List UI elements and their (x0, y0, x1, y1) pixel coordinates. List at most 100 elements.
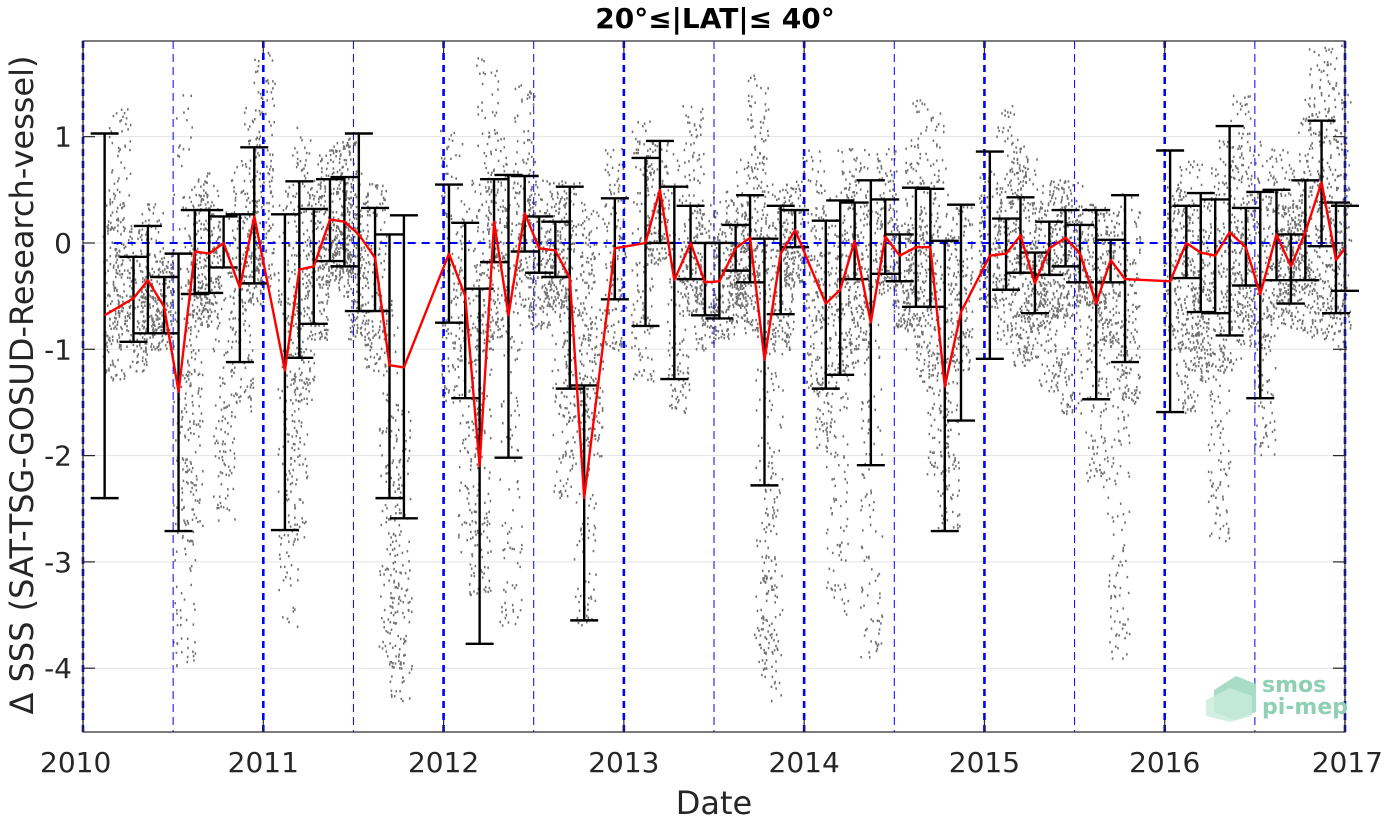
scatter-point (294, 377, 296, 381)
scatter-point (491, 171, 493, 174)
scatter-point (188, 280, 190, 284)
scatter-point (217, 237, 219, 241)
scatter-point (478, 278, 481, 282)
scatter-point (322, 267, 324, 271)
scatter-point (384, 252, 387, 256)
scatter-point (190, 564, 193, 568)
scatter-point (559, 279, 561, 283)
scatter-point (499, 221, 502, 224)
scatter-point (625, 255, 628, 259)
scatter-point (188, 364, 190, 367)
scatter-point (580, 223, 583, 227)
scatter-point (318, 195, 321, 199)
scatter-point (494, 321, 497, 324)
scatter-point (528, 306, 531, 309)
scatter-point (322, 275, 324, 279)
scatter-point (257, 59, 260, 63)
scatter-point (198, 316, 201, 320)
scatter-point (522, 268, 525, 271)
scatter-point (162, 212, 164, 215)
scatter-point (183, 407, 186, 410)
scatter-point (363, 266, 366, 270)
scatter-point (315, 227, 318, 231)
scatter-point (185, 345, 188, 348)
scatter-point (112, 362, 114, 365)
scatter-point (288, 555, 290, 558)
scatter-point (301, 520, 304, 524)
scatter-point (459, 239, 462, 243)
scatter-point (203, 315, 205, 319)
scatter-point (591, 411, 593, 415)
scatter-point (175, 439, 177, 442)
scatter-point (575, 225, 578, 228)
scatter-point (197, 423, 200, 426)
scatter-point (257, 65, 260, 68)
scatter-point (300, 211, 303, 214)
scatter-point (590, 257, 592, 261)
scatter-point (115, 374, 117, 377)
scatter-point (612, 283, 614, 287)
scatter-point (521, 525, 523, 528)
scatter-point (289, 370, 292, 373)
scatter-point (506, 285, 508, 289)
scatter-point (200, 266, 203, 269)
scatter-point (510, 371, 512, 374)
scatter-point (601, 331, 603, 335)
scatter-point (546, 243, 549, 246)
scatter-point (188, 196, 191, 199)
scatter-point (297, 447, 300, 450)
scatter-point (185, 373, 188, 377)
scatter-point (297, 335, 299, 338)
scatter-point (115, 112, 118, 115)
scatter-point (345, 162, 347, 166)
scatter-point (474, 359, 476, 362)
scatter-point (483, 588, 485, 591)
scatter-point (114, 275, 117, 279)
scatter-point (307, 337, 309, 340)
scatter-point (356, 329, 358, 332)
scatter-point (155, 260, 157, 263)
scatter-point (476, 413, 479, 416)
scatter-point (476, 348, 478, 351)
scatter-point (158, 219, 160, 222)
scatter-point (297, 328, 299, 331)
scatter-point (490, 308, 493, 311)
scatter-point (558, 404, 561, 408)
scatter-point (410, 610, 413, 614)
scatter-point (488, 239, 491, 243)
scatter-point (192, 310, 194, 313)
scatter-point (546, 259, 549, 262)
scatter-point (138, 231, 140, 235)
scatter-point (347, 256, 349, 259)
scatter-point (453, 297, 455, 301)
scatter-point (407, 609, 410, 612)
scatter-point (305, 210, 308, 213)
scatter-point (232, 317, 234, 320)
scatter-point (388, 663, 391, 666)
scatter-point (320, 312, 323, 316)
scatter-point (405, 634, 408, 638)
scatter-point (368, 331, 370, 334)
scatter-point (407, 410, 410, 414)
scatter-point (236, 220, 239, 223)
scatter-point (564, 261, 567, 264)
scatter-point (127, 329, 130, 333)
scatter-point (496, 131, 498, 135)
scatter-point (615, 341, 618, 344)
scatter-point (531, 315, 534, 319)
scatter-point (446, 147, 448, 151)
scatter-point (340, 153, 342, 156)
scatter-point (338, 278, 341, 282)
scatter-point (521, 543, 523, 547)
scatter-point (324, 190, 327, 193)
scatter-point (348, 238, 351, 242)
scatter-point (347, 249, 349, 252)
scatter-point (295, 429, 298, 432)
scatter-point (610, 324, 613, 328)
scatter-point (352, 178, 354, 182)
scatter-point (190, 261, 193, 264)
scatter-point (273, 274, 276, 277)
scatter-point (356, 273, 359, 276)
scatter-point (204, 191, 207, 194)
scatter-point (229, 295, 232, 298)
